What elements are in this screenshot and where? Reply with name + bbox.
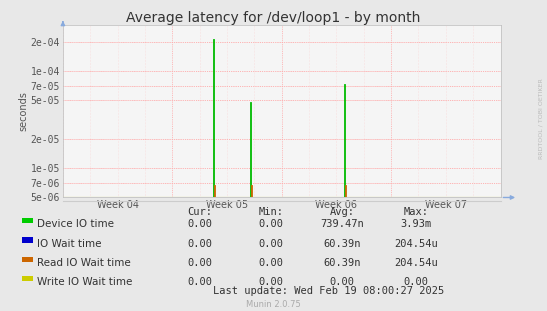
Text: 0.00: 0.00	[187, 277, 212, 287]
Text: 204.54u: 204.54u	[394, 239, 438, 248]
Y-axis label: seconds: seconds	[18, 91, 28, 131]
Text: Device IO time: Device IO time	[37, 219, 114, 229]
Text: Last update: Wed Feb 19 08:00:27 2025: Last update: Wed Feb 19 08:00:27 2025	[213, 286, 444, 296]
Text: Max:: Max:	[403, 207, 428, 217]
Text: 0.00: 0.00	[187, 239, 212, 248]
Text: 739.47n: 739.47n	[320, 219, 364, 229]
Text: 60.39n: 60.39n	[323, 258, 360, 268]
Text: IO Wait time: IO Wait time	[37, 239, 102, 248]
Text: Avg:: Avg:	[329, 207, 354, 217]
Text: 3.93m: 3.93m	[400, 219, 432, 229]
Text: 0.00: 0.00	[258, 219, 283, 229]
Text: 0.00: 0.00	[258, 239, 283, 248]
Text: 0.00: 0.00	[403, 277, 428, 287]
Text: Read IO Wait time: Read IO Wait time	[37, 258, 131, 268]
Text: 204.54u: 204.54u	[394, 258, 438, 268]
Text: Munin 2.0.75: Munin 2.0.75	[246, 299, 301, 309]
Text: 0.00: 0.00	[187, 258, 212, 268]
Text: Write IO Wait time: Write IO Wait time	[37, 277, 132, 287]
Text: Cur:: Cur:	[187, 207, 212, 217]
Text: Min:: Min:	[258, 207, 283, 217]
Text: 0.00: 0.00	[187, 219, 212, 229]
Text: 0.00: 0.00	[258, 277, 283, 287]
Text: 60.39n: 60.39n	[323, 239, 360, 248]
Text: RRDTOOL / TOBI OETIKER: RRDTOOL / TOBI OETIKER	[538, 78, 543, 159]
Text: Average latency for /dev/loop1 - by month: Average latency for /dev/loop1 - by mont…	[126, 11, 421, 25]
Text: 0.00: 0.00	[329, 277, 354, 287]
Text: 0.00: 0.00	[258, 258, 283, 268]
